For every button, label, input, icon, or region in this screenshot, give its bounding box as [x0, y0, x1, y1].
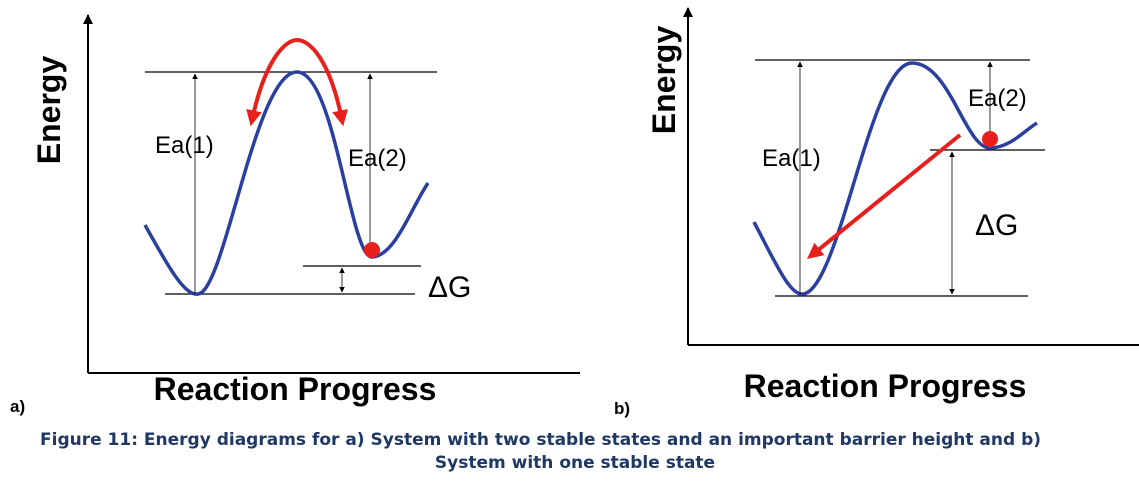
x-axis-label: Reaction Progress	[154, 371, 437, 407]
state-dot	[982, 131, 998, 147]
ea1-label: Ea(1)	[762, 145, 821, 172]
ea2-label: Ea(2)	[968, 85, 1027, 112]
panel-tag: a)	[10, 397, 25, 416]
relaxation-arrow	[807, 133, 962, 260]
state-dot	[364, 242, 380, 258]
y-axis-label: Energy	[31, 56, 67, 165]
ea2-label: Ea(2)	[348, 145, 407, 172]
panel-a: Ea(1) Ea(2) ΔG Energy Reaction Progress …	[10, 14, 580, 416]
y-axis-label: Energy	[646, 26, 682, 135]
energy-curve	[143, 70, 430, 296]
caption-line: Figure 11: Energy diagrams for a) System…	[40, 430, 1041, 450]
dg-label: ΔG	[975, 209, 1018, 242]
panel-b: Ea(1) Ea(2) ΔG Energy Reaction Progress …	[614, 7, 1139, 418]
ea1-label: Ea(1)	[155, 132, 214, 159]
caption-line: System with one stable state	[435, 453, 715, 473]
dg-label: ΔG	[428, 271, 471, 304]
x-axis-label: Reaction Progress	[744, 368, 1027, 404]
panel-tag: b)	[614, 399, 630, 418]
energy-curve	[752, 61, 1038, 296]
transition-arrow	[246, 37, 348, 127]
